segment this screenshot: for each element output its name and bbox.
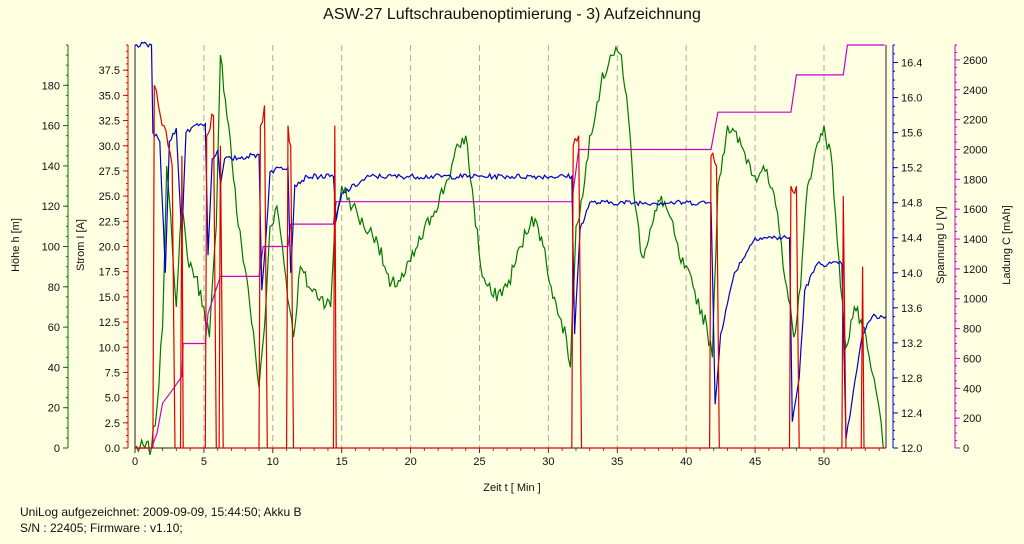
y-tick-label-hoehe: 80 <box>48 282 60 294</box>
y-tick-label-spannung: 15.6 <box>901 128 922 140</box>
axes: 0 5 10 15 20 25 30 35 40 45 50 0 20 40 60 80 100 120 140 16… <box>42 44 987 468</box>
y-tick-label-strom: 10.0 <box>99 342 120 354</box>
grid-lines <box>203 45 825 448</box>
y-tick-label-strom: 2.5 <box>105 418 120 430</box>
y-tick-label-strom: 17.5 <box>99 267 120 279</box>
y-tick-label-hoehe: 180 <box>42 80 60 92</box>
x-tick-label: 5 <box>201 456 207 468</box>
x-tick-label: 25 <box>473 456 485 468</box>
series-line-hoehe <box>134 45 884 456</box>
y-tick-label-strom: 5.0 <box>105 393 120 405</box>
y-tick-label-ladung: 0 <box>963 443 969 455</box>
y-tick-label-spannung: 16.4 <box>901 58 922 70</box>
y-tick-label-spannung: 12.4 <box>901 408 922 420</box>
y-tick-label-ladung: 1800 <box>963 174 987 186</box>
x-tick-label: 45 <box>749 456 761 468</box>
y-tick-label-ladung: 1400 <box>963 234 987 246</box>
y-tick-label-strom: 37.5 <box>99 65 120 77</box>
y-tick-label-ladung: 2000 <box>963 144 987 156</box>
y-tick-label-hoehe: 60 <box>48 322 60 334</box>
y-tick-label-strom: 20.0 <box>99 242 120 254</box>
y-tick-label-strom: 25.0 <box>99 191 120 203</box>
y-tick-label-hoehe: 20 <box>48 403 60 415</box>
x-tick-label: 40 <box>680 456 692 468</box>
footer-recording-info: UniLog aufgezeichnet: 2009-09-09, 15:44:… <box>20 505 302 519</box>
y-tick-label-strom: 30.0 <box>99 141 120 153</box>
chart-title: ASW-27 Luftschraubenoptimierung - 3) Auf… <box>323 6 701 23</box>
y-tick-label-ladung: 800 <box>963 324 981 336</box>
x-tick-label: 30 <box>542 456 554 468</box>
x-tick-label: 15 <box>336 456 348 468</box>
y-tick-label-hoehe: 0 <box>54 443 60 455</box>
y-tick-label-hoehe: 160 <box>42 121 60 133</box>
y-tick-label-strom: 32.5 <box>99 116 120 128</box>
y-tick-label-strom: 15.0 <box>99 292 120 304</box>
y-tick-label-hoehe: 140 <box>42 161 60 173</box>
y-tick-label-strom: 35.0 <box>99 90 120 102</box>
y-tick-label-strom: 12.5 <box>99 317 120 329</box>
series-line-strom <box>135 85 885 449</box>
y-tick-label-ladung: 2600 <box>963 55 987 67</box>
y-tick-label-spannung: 13.2 <box>901 338 922 350</box>
x-tick-label: 35 <box>611 456 623 468</box>
y-tick-label-ladung: 2200 <box>963 115 987 127</box>
y-axis-label-hoehe: Höhe h [m] <box>10 218 22 272</box>
series-line-spannung <box>134 41 887 440</box>
y-tick-label-hoehe: 100 <box>42 242 60 254</box>
y-tick-label-strom: 7.5 <box>105 367 120 379</box>
y-tick-label-spannung: 15.2 <box>901 163 922 175</box>
y-tick-label-ladung: 200 <box>963 413 981 425</box>
series-lines <box>134 41 887 456</box>
y-tick-label-strom: 27.5 <box>99 166 120 178</box>
y-tick-label-ladung: 600 <box>963 353 981 365</box>
x-tick-label: 10 <box>267 456 279 468</box>
x-tick-label: 50 <box>818 456 830 468</box>
y-tick-label-ladung: 1000 <box>963 294 987 306</box>
y-tick-label-spannung: 14.8 <box>901 198 922 210</box>
y-tick-label-ladung: 400 <box>963 383 981 395</box>
x-tick-label: 0 <box>132 456 138 468</box>
x-axis-label: Zeit t [ Min ] <box>483 482 540 494</box>
y-axis-label-strom: Strom I [A] <box>75 219 87 271</box>
series-line-ladung <box>135 44 885 449</box>
y-tick-label-spannung: 16.0 <box>901 93 922 105</box>
x-tick-label: 20 <box>404 456 416 468</box>
y-tick-label-strom: 0.0 <box>105 443 120 455</box>
y-tick-label-strom: 22.5 <box>99 216 120 228</box>
y-tick-label-ladung: 1600 <box>963 204 987 216</box>
y-tick-label-spannung: 14.0 <box>901 268 922 280</box>
y-tick-label-spannung: 12.0 <box>901 443 922 455</box>
footer-serial-firmware: S/N : 22405; Firmware : v1.10; <box>20 521 183 535</box>
y-axis-label-spannung: Spannung U [V] <box>935 206 947 284</box>
y-tick-label-spannung: 12.8 <box>901 373 922 385</box>
y-tick-label-hoehe: 40 <box>48 362 60 374</box>
y-tick-label-spannung: 14.4 <box>901 233 922 245</box>
y-axis-label-ladung: Ladung C [mAh] <box>1001 205 1013 285</box>
y-tick-label-hoehe: 120 <box>42 201 60 213</box>
y-tick-label-ladung: 1200 <box>963 264 987 276</box>
y-tick-label-ladung: 2400 <box>963 85 987 97</box>
y-tick-label-spannung: 13.6 <box>901 303 922 315</box>
